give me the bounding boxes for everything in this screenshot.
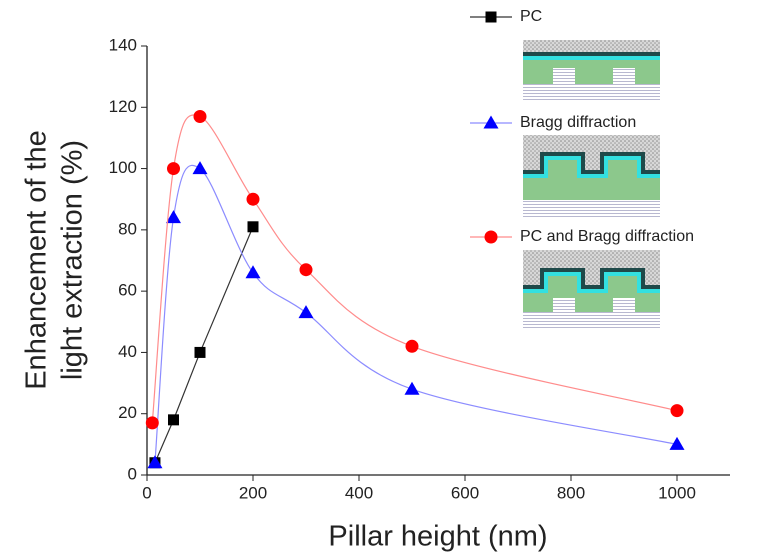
y-tick-label: 140 bbox=[109, 35, 137, 54]
y-tick-label: 80 bbox=[118, 219, 137, 238]
y-tick-label: 40 bbox=[118, 342, 137, 361]
legend-marker bbox=[485, 11, 497, 23]
legend-label: PC bbox=[520, 8, 542, 25]
y-axis-label: Enhancement of the bbox=[21, 130, 53, 390]
legend-marker bbox=[484, 230, 498, 244]
data-point bbox=[299, 263, 313, 277]
series-line bbox=[154, 226, 254, 463]
x-tick-label: 800 bbox=[557, 483, 585, 502]
y-tick-label: 100 bbox=[109, 158, 137, 177]
data-point bbox=[404, 381, 420, 395]
y-tick-label: 60 bbox=[118, 281, 137, 300]
legend-label: Bragg diffraction bbox=[520, 114, 636, 131]
inset-pc bbox=[523, 40, 660, 100]
y-axis-label: light extraction (%) bbox=[57, 140, 89, 380]
data-point bbox=[298, 305, 314, 319]
x-tick-label: 0 bbox=[142, 483, 151, 502]
data-point bbox=[147, 455, 163, 469]
data-point bbox=[669, 436, 685, 450]
inset-bragg bbox=[523, 135, 660, 218]
data-point bbox=[405, 339, 419, 353]
x-tick-label: 400 bbox=[345, 483, 373, 502]
data-point bbox=[245, 265, 261, 279]
y-tick-label: 120 bbox=[109, 97, 137, 116]
data-point bbox=[670, 404, 684, 418]
data-point bbox=[194, 346, 206, 358]
x-tick-label: 1000 bbox=[658, 483, 696, 502]
x-axis-label: Pillar height (nm) bbox=[328, 521, 547, 553]
legend-label: PC and Bragg diffraction bbox=[520, 228, 694, 245]
data-point bbox=[145, 416, 159, 430]
data-point bbox=[192, 161, 208, 175]
data-point bbox=[167, 162, 180, 176]
data-point bbox=[246, 192, 260, 206]
data-point bbox=[168, 414, 179, 426]
data-point bbox=[247, 221, 259, 233]
data-point bbox=[193, 109, 207, 123]
inset-pc-bragg bbox=[523, 250, 660, 330]
x-tick-label: 200 bbox=[239, 483, 267, 502]
data-point bbox=[166, 210, 181, 224]
x-tick-label: 600 bbox=[451, 483, 479, 502]
legend-marker bbox=[483, 115, 499, 129]
y-tick-label: 0 bbox=[128, 464, 137, 483]
y-tick-label: 20 bbox=[118, 403, 137, 422]
